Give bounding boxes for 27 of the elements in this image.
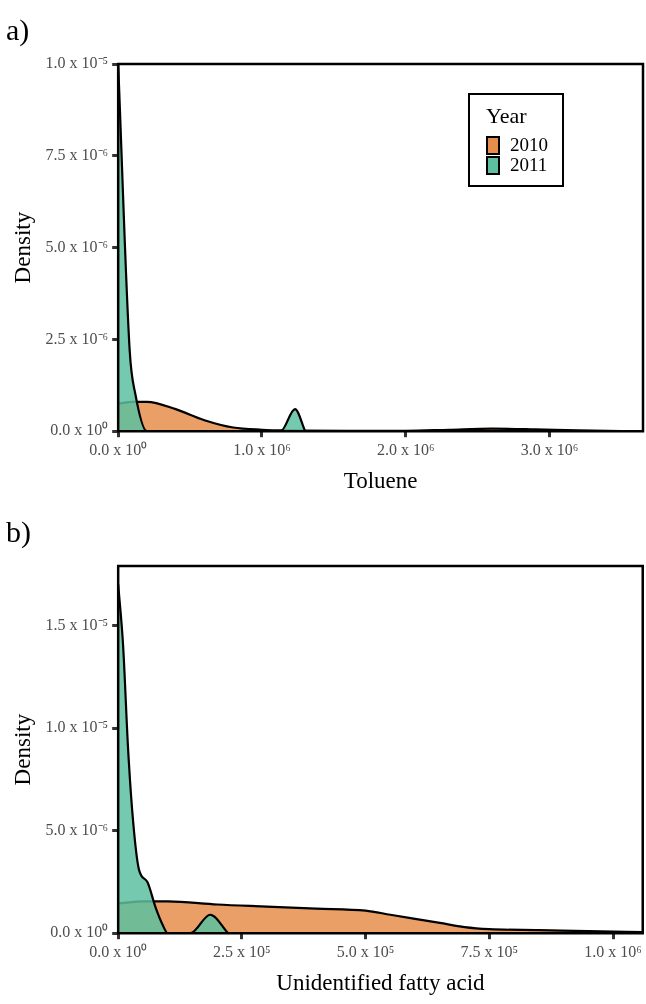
y-tick-label: 0.0 x 10⁰ xyxy=(50,923,109,941)
legend-label: 2010 xyxy=(510,134,548,155)
chart-title: b) xyxy=(6,514,31,549)
x-tick-label: 2.5 x 10⁵ xyxy=(213,943,271,960)
x-axis-title: Unidentified fatty acid xyxy=(276,970,486,996)
y-tick-label: 5.0 x 10⁻⁶ xyxy=(45,820,109,838)
y-tick-label: 2.5 x 10⁻⁶ xyxy=(45,329,109,347)
y-tick-label: 0.0 x 10⁰ xyxy=(50,421,109,439)
y-tick-label: 7.5 x 10⁻⁶ xyxy=(45,146,109,163)
x-tick-label: 0.0 x 10⁰ xyxy=(89,943,148,960)
x-tick-label: 5.0 x 10⁵ xyxy=(336,943,395,960)
y-tick-label: 1.0 x 10⁻⁵ xyxy=(45,718,109,736)
legend-title: Year xyxy=(486,103,528,129)
y-tick-label: 1.5 x 10⁻⁵ xyxy=(45,615,109,633)
chart-title: a) xyxy=(6,12,30,47)
x-axis-title: Toluene xyxy=(343,468,418,494)
x-tick-label: 3.0 x 10⁶ xyxy=(520,441,579,458)
y-tick-label: 5.0 x 10⁻⁶ xyxy=(45,237,109,255)
x-tick-label: 1.0 x 10⁶ xyxy=(584,943,642,960)
legend-label: 2011 xyxy=(510,154,548,175)
x-tick-label: 0.0 x 10⁰ xyxy=(89,441,148,458)
x-tick-label: 1.0 x 10⁶ xyxy=(233,441,291,458)
y-axis-title: Density xyxy=(9,713,35,786)
y-axis-title: Density xyxy=(9,211,35,284)
y-tick-label: 1.0 x 10⁻⁵ xyxy=(45,54,109,72)
x-tick-label: 7.5 x 10⁵ xyxy=(460,943,519,960)
x-tick-label: 2.0 x 10⁶ xyxy=(376,441,435,458)
